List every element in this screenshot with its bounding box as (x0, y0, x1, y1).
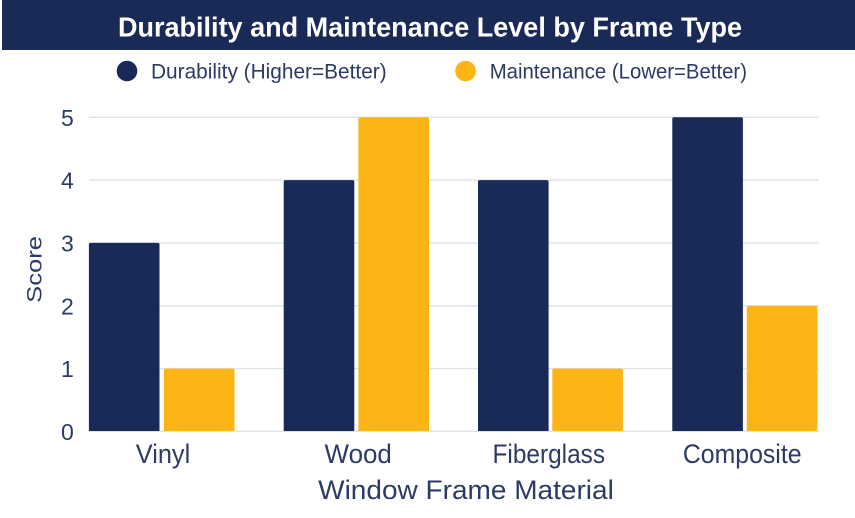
svg-text:5: 5 (61, 105, 74, 131)
svg-text:1: 1 (61, 356, 74, 382)
svg-text:2: 2 (61, 293, 74, 319)
svg-text:Fiberglass: Fiberglass (493, 439, 606, 469)
svg-text:3: 3 (61, 231, 74, 257)
svg-text:Wood: Wood (325, 439, 392, 469)
svg-text:Vinyl: Vinyl (136, 439, 190, 469)
svg-text:Durability and Maintenance Lev: Durability and Maintenance Level by Fram… (118, 11, 742, 42)
svg-text:Score: Score (23, 236, 47, 303)
svg-text:Maintenance (Lower=Better): Maintenance (Lower=Better) (490, 60, 747, 83)
svg-text:Window Frame Material: Window Frame Material (318, 475, 614, 505)
svg-text:Composite: Composite (683, 439, 802, 469)
svg-text:Durability (Higher=Better): Durability (Higher=Better) (151, 60, 387, 83)
svg-text:4: 4 (61, 168, 74, 194)
svg-text:0: 0 (61, 419, 74, 445)
